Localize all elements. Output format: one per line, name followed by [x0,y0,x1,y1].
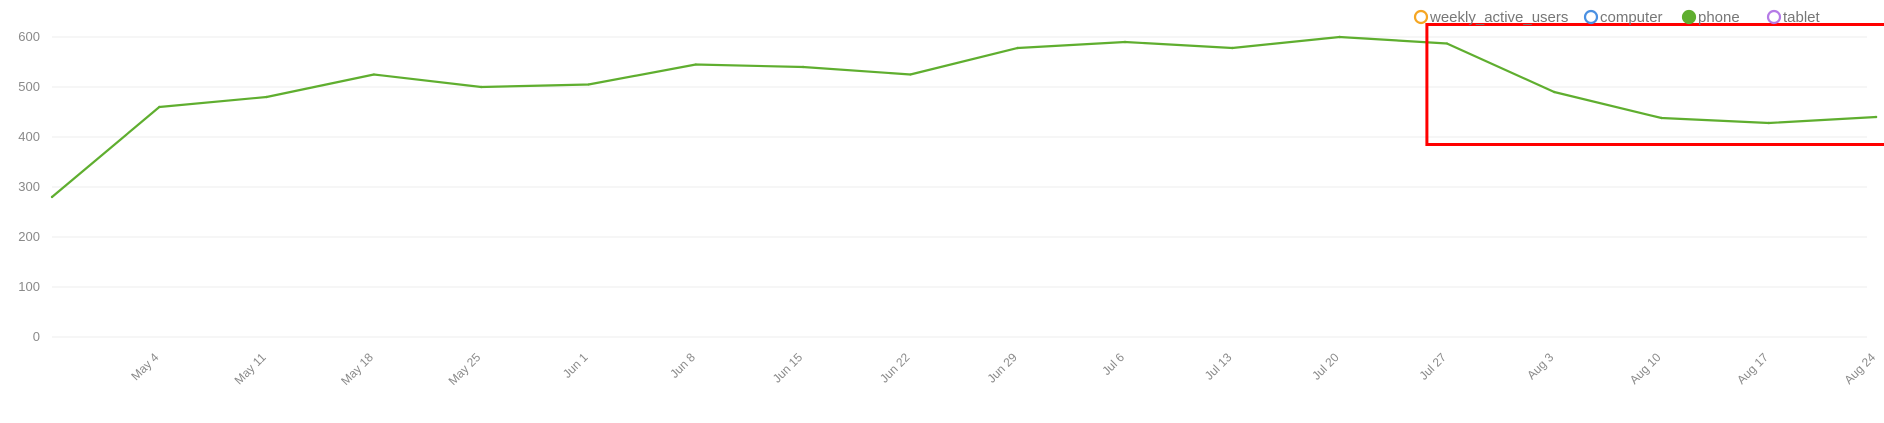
x-tick-label: May 4 [128,350,161,383]
data-point [1231,46,1234,50]
y-tick-label: 200 [18,229,40,244]
legend-label: phone [1698,9,1740,26]
x-tick-label: Jul 6 [1099,350,1127,378]
series-line-phone [51,35,1877,198]
data-point [801,65,805,69]
x-tick-label: Aug 10 [1627,350,1664,387]
x-tick-label: Jun 1 [560,350,591,381]
x-axis: May 4 May 11 May 18 May 25 Jun 1 Jun 8 Jun 15 J… [128,350,1878,388]
x-tick-label: Jul 27 [1416,350,1449,383]
data-point [1123,40,1127,44]
legend-item-computer: computer [1583,9,1663,26]
legend-marker-icon [1583,9,1599,25]
x-tick-label: Jun 8 [667,350,698,381]
x-tick-label: Jul 13 [1202,350,1235,383]
legend-item-phone: phone [1681,9,1740,26]
x-tick-label: Aug 17 [1734,350,1771,387]
y-tick-label: 500 [18,79,40,94]
data-point [480,85,483,89]
data-point [372,73,376,76]
legend-marker-icon [1681,9,1697,25]
y-axis: 0 100 200 300 400 500 600 [18,29,40,344]
data-point [158,105,161,109]
data-point [909,73,912,76]
y-tick-label: 400 [18,129,40,144]
annotation [1425,23,1884,146]
grid-lines [52,36,1867,338]
y-tick-label: 100 [18,279,40,294]
data-point [1874,115,1878,119]
x-tick-label: May 25 [446,350,484,388]
y-tick-label: 0 [33,329,40,344]
legend-label: tablet [1783,9,1821,26]
x-tick-label: Aug 24 [1841,350,1878,387]
x-tick-label: May 18 [338,350,376,388]
x-tick-label: May 11 [232,350,269,387]
highlight-box [1425,23,1884,146]
y-tick-label: 300 [18,179,40,194]
legend: weekly_active_users computer phone tablet [1413,9,1821,26]
legend-marker-icon [1766,9,1782,25]
data-point [1445,42,1449,45]
legend-label: computer [1600,9,1663,26]
series-lines [50,35,1878,199]
data-point [694,63,697,66]
data-point [1767,121,1771,125]
data-point [587,83,590,86]
data-point [265,95,268,99]
x-tick-label: Jul 20 [1309,350,1342,383]
x-tick-label: Jun 22 [877,350,913,386]
data-point [1660,116,1663,120]
data-point [50,195,54,199]
x-tick-label: Jun 29 [984,350,1020,386]
data-point [1553,90,1556,94]
x-tick-label: Jun 15 [770,350,806,386]
legend-item-weekly_active_users: weekly_active_users [1413,9,1568,26]
data-point [1016,46,1019,50]
legend-item-tablet: tablet [1766,9,1821,26]
data-point [1338,35,1341,39]
legend-marker-icon [1413,9,1429,25]
y-tick-label: 600 [18,29,40,44]
x-tick-label: Aug 3 [1524,350,1556,382]
legend-label: weekly_active_users [1429,9,1568,26]
